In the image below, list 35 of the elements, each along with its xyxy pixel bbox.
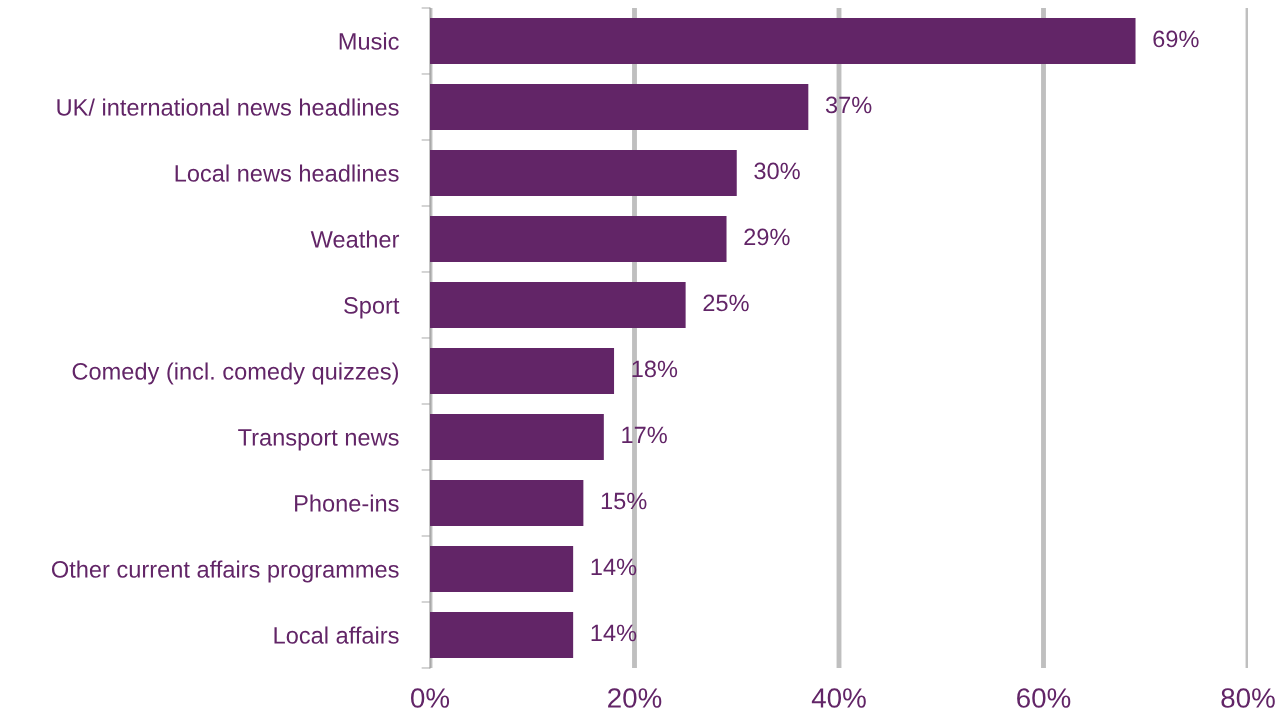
bar (430, 611, 574, 659)
data-label: 14% (591, 558, 637, 576)
y-tick-label: Phone-ins (295, 494, 399, 512)
data-label: 69% (1153, 30, 1199, 48)
y-tick-label: Transport news (238, 429, 399, 451)
y-tick-label: Other current affairs programmes (51, 560, 399, 583)
x-tick-label: 80% (1221, 688, 1275, 708)
y-tick-label: Local news headlines (175, 164, 399, 182)
data-label: 29% (744, 228, 790, 246)
y-tick-label: Music (339, 32, 399, 50)
y-tick-label: Local affairs (274, 626, 399, 644)
bar (430, 413, 604, 461)
data-label: 14% (591, 624, 637, 642)
bar (430, 347, 615, 395)
x-tick-label: 40% (811, 688, 866, 708)
bar (430, 149, 737, 197)
bar (430, 17, 1136, 65)
x-tick-label: 20% (608, 688, 662, 708)
data-label: 18% (632, 360, 678, 378)
bar (430, 479, 584, 527)
data-label: 25% (703, 294, 749, 312)
y-tick-label: Weather (310, 230, 400, 248)
data-label: 30% (754, 162, 800, 180)
y-tick-label: Comedy (incl. comedy quizzes) (72, 362, 398, 385)
data-label: 15% (601, 492, 647, 510)
x-tick-label: 60% (1017, 688, 1071, 708)
bar (430, 545, 574, 593)
x-tick-label: 0% (411, 688, 450, 708)
y-tick-label: UK/ international news headlines (57, 98, 399, 116)
bar (430, 215, 727, 263)
bar (430, 83, 809, 131)
y-tick-label: Sport (344, 297, 400, 319)
bar (430, 281, 686, 329)
data-label: 17% (622, 426, 667, 444)
data-label: 37% (825, 96, 872, 114)
